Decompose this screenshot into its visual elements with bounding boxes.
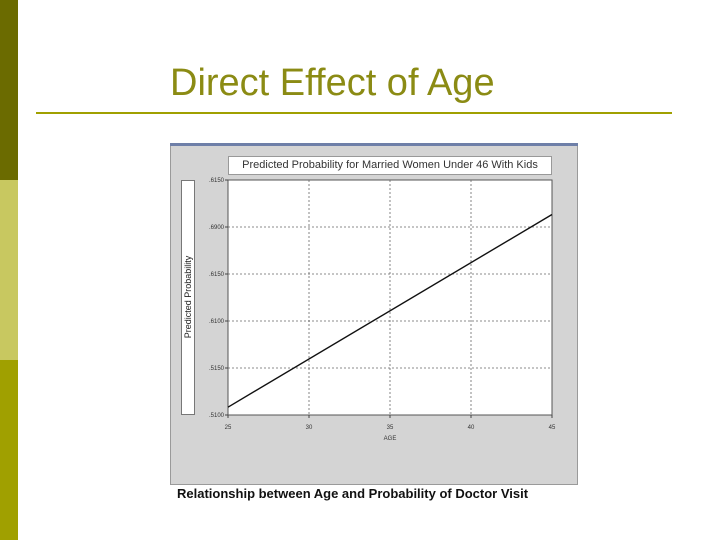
x-axis-label: AGE <box>384 436 397 442</box>
chart-title: Predicted Probability for Married Women … <box>228 156 552 175</box>
y-tick-label: .6150 <box>209 272 225 278</box>
y-tick-label: .6900 <box>209 225 225 231</box>
y-axis-label-box <box>181 180 195 415</box>
y-tick-label: .5100 <box>209 413 225 419</box>
y-tick-label: .5150 <box>209 366 225 372</box>
x-tick-label: 35 <box>387 425 394 431</box>
chart-frame-topline <box>170 143 578 146</box>
series-line <box>227 213 553 408</box>
accent-bar-bottom <box>0 360 18 540</box>
y-tick-label: .6150 <box>209 178 225 184</box>
x-tick-label: 40 <box>468 425 475 431</box>
x-tick-label: 25 <box>225 425 232 431</box>
x-tick-label: 30 <box>306 425 313 431</box>
slide-title: Direct Effect of Age <box>170 62 495 104</box>
x-tick-label: 45 <box>549 425 556 431</box>
y-tick-label: .6100 <box>209 319 225 325</box>
figure-caption: Relationship between Age and Probability… <box>177 486 529 501</box>
accent-bar-top <box>0 0 18 180</box>
accent-bar-middle <box>0 180 18 360</box>
title-divider <box>36 112 672 114</box>
